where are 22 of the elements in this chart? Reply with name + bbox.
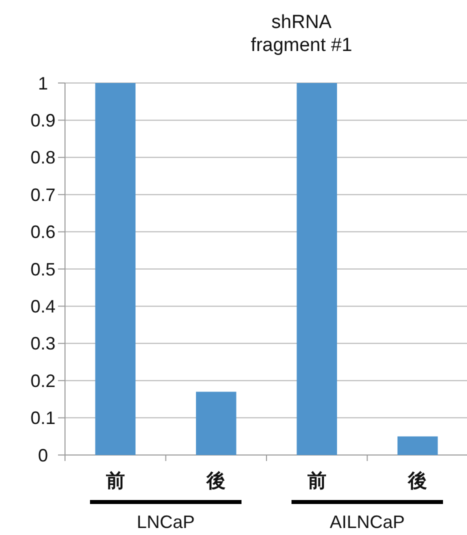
bar bbox=[296, 83, 338, 455]
x-tick-label: 前 bbox=[306, 470, 326, 492]
y-tick-label: 0.8 bbox=[30, 148, 56, 168]
y-tick-label: 0.3 bbox=[30, 334, 56, 354]
y-tick-label: 0.7 bbox=[30, 184, 56, 205]
bar bbox=[196, 392, 236, 455]
bar bbox=[397, 436, 438, 455]
y-tick-label: 0.9 bbox=[30, 110, 56, 130]
y-tick-label: 0.1 bbox=[30, 408, 56, 428]
y-tick-label: 1 bbox=[38, 73, 48, 94]
y-tick-label: 0.6 bbox=[30, 222, 56, 242]
text: AILNCaP bbox=[330, 512, 405, 532]
x-tick-label: 後 bbox=[206, 470, 226, 492]
x-tick-label: 後 bbox=[407, 470, 428, 492]
chart-title: shRNA fragment #1 bbox=[250, 12, 352, 56]
y-tick-label: 0.2 bbox=[30, 370, 56, 391]
y-tick-label: 0.5 bbox=[30, 259, 56, 280]
bar bbox=[95, 83, 136, 455]
x-tick-label: 前 bbox=[104, 470, 125, 492]
y-tick-label: 0.4 bbox=[30, 296, 56, 316]
y-tick-label: 0 bbox=[38, 445, 48, 466]
text: LNCaP bbox=[136, 512, 195, 532]
